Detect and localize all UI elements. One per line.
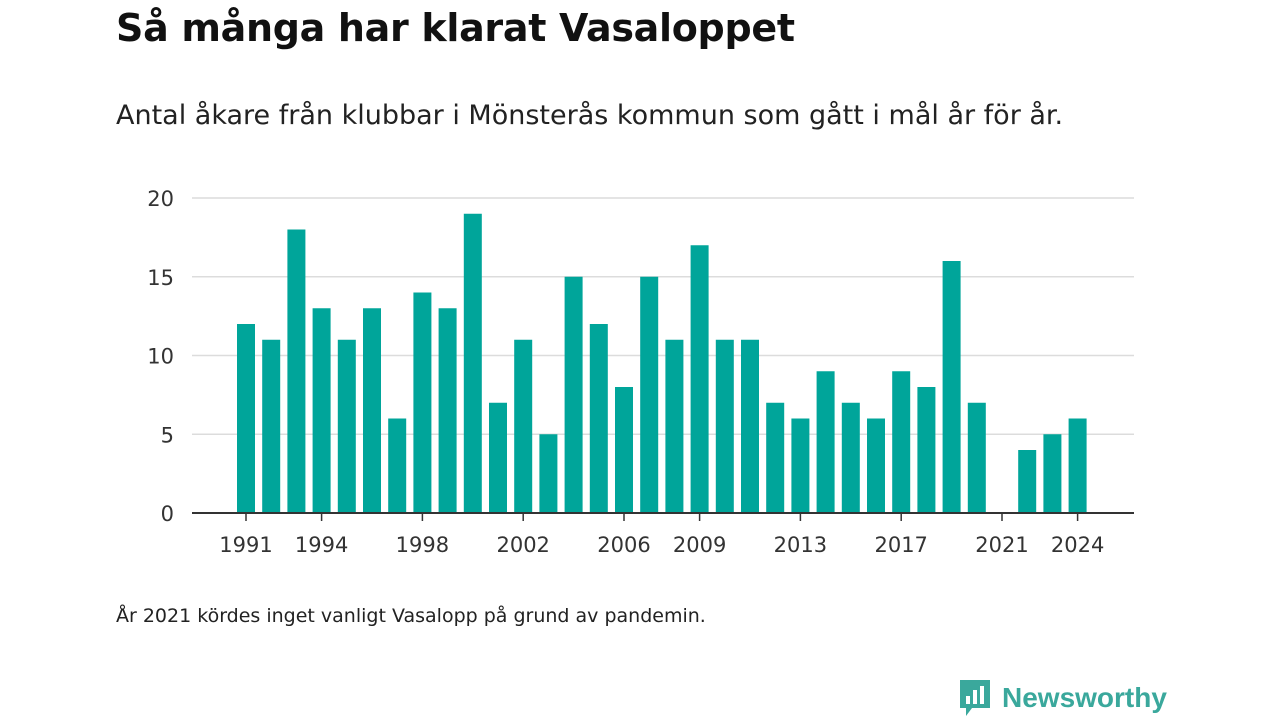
bar [942, 261, 961, 513]
bar [665, 339, 684, 513]
newsworthy-logo-icon [960, 680, 990, 716]
bar [262, 339, 281, 513]
bar [715, 339, 734, 513]
y-tick-label: 15 [147, 266, 174, 290]
bar [463, 213, 482, 513]
y-tick-label: 20 [147, 187, 174, 211]
chart-subtitle: Antal åkare från klubbar i Mönsterås kom… [116, 100, 1064, 131]
bar [640, 276, 659, 513]
chart-title: Så många har klarat Vasaloppet [116, 6, 795, 50]
bar [514, 339, 533, 513]
bar [337, 339, 356, 513]
brand-name: Newsworthy [1002, 682, 1167, 713]
x-tick-label: 1994 [295, 533, 348, 557]
bar [237, 324, 255, 513]
bar [1068, 418, 1087, 513]
y-tick-label: 10 [147, 345, 174, 369]
bar [917, 387, 936, 513]
x-tick-label: 1991 [219, 533, 272, 557]
bar [892, 371, 911, 513]
bar [438, 308, 457, 513]
bar [816, 371, 835, 513]
bar [741, 339, 759, 513]
brand-logo: Newsworthy [958, 678, 1167, 718]
x-tick-label: 2009 [673, 533, 726, 557]
bar [564, 276, 583, 513]
bar [967, 402, 986, 513]
footnote: År 2021 kördes inget vanligt Vasalopp på… [116, 605, 706, 627]
bar [841, 402, 860, 513]
bar [312, 308, 331, 513]
bar [791, 418, 810, 513]
x-tick-label: 1998 [396, 533, 449, 557]
bar [539, 434, 558, 513]
bar [766, 402, 785, 513]
bar [489, 402, 507, 513]
x-tick-label: 2021 [975, 533, 1028, 557]
bar [615, 387, 633, 513]
bar [413, 292, 432, 513]
bar [589, 324, 608, 513]
bar [867, 418, 885, 513]
x-tick-label: 2024 [1051, 533, 1104, 557]
bar [690, 245, 709, 513]
x-tick-label: 2006 [597, 533, 650, 557]
y-tick-label: 5 [161, 423, 174, 447]
x-tick-label: 2002 [496, 533, 549, 557]
y-tick-label: 0 [161, 502, 174, 526]
x-tick-label: 2013 [774, 533, 827, 557]
bar [1043, 434, 1062, 513]
x-tick-label: 2017 [874, 533, 927, 557]
bar [1018, 450, 1037, 513]
bar [287, 229, 306, 513]
bar [388, 418, 407, 513]
bar [363, 308, 381, 513]
bar-chart: 0 5 10 15 20 1991 1994 1998 2002 2006 2009 2013 2017… [147, 187, 1134, 557]
